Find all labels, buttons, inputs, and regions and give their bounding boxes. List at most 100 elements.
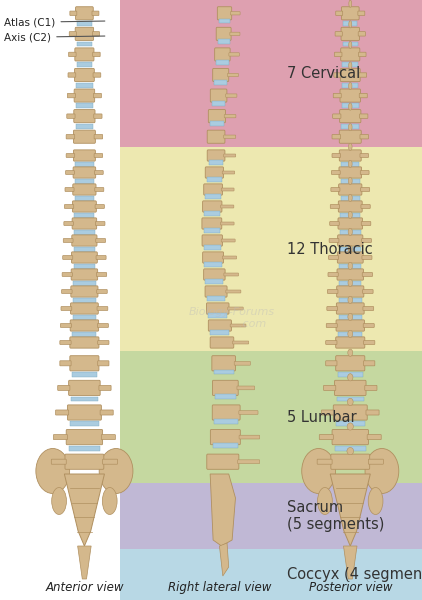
FancyBboxPatch shape: [332, 430, 368, 445]
Polygon shape: [210, 474, 235, 546]
FancyBboxPatch shape: [341, 48, 360, 61]
FancyBboxPatch shape: [359, 73, 367, 77]
Ellipse shape: [348, 330, 353, 337]
FancyBboxPatch shape: [359, 94, 367, 98]
FancyBboxPatch shape: [326, 341, 337, 344]
Bar: [342, 103, 359, 108]
FancyBboxPatch shape: [217, 7, 232, 20]
Ellipse shape: [349, 0, 352, 7]
FancyBboxPatch shape: [338, 184, 362, 195]
FancyBboxPatch shape: [76, 7, 93, 20]
FancyBboxPatch shape: [203, 252, 224, 263]
FancyBboxPatch shape: [363, 307, 373, 310]
Bar: [338, 332, 362, 337]
Ellipse shape: [52, 487, 67, 515]
FancyBboxPatch shape: [361, 188, 370, 191]
Text: Axis (C2): Axis (C2): [4, 32, 105, 42]
Polygon shape: [65, 474, 105, 546]
FancyBboxPatch shape: [324, 385, 336, 391]
FancyBboxPatch shape: [365, 385, 377, 391]
Bar: [218, 39, 230, 44]
FancyBboxPatch shape: [68, 405, 101, 420]
Bar: [336, 421, 365, 426]
FancyBboxPatch shape: [207, 130, 225, 143]
FancyBboxPatch shape: [66, 154, 75, 157]
FancyBboxPatch shape: [212, 405, 240, 420]
Bar: [207, 177, 222, 182]
Bar: [69, 446, 100, 451]
FancyBboxPatch shape: [335, 52, 342, 56]
Bar: [214, 419, 238, 424]
FancyBboxPatch shape: [331, 170, 340, 175]
Bar: [206, 279, 223, 284]
FancyBboxPatch shape: [60, 341, 71, 344]
FancyBboxPatch shape: [97, 290, 107, 293]
Ellipse shape: [349, 143, 352, 151]
Bar: [120, 483, 422, 549]
Bar: [214, 394, 236, 399]
FancyBboxPatch shape: [237, 386, 254, 390]
Bar: [339, 265, 361, 269]
FancyBboxPatch shape: [233, 341, 249, 344]
FancyBboxPatch shape: [93, 73, 101, 77]
Ellipse shape: [349, 21, 352, 28]
Ellipse shape: [348, 313, 353, 320]
Bar: [343, 41, 358, 46]
FancyBboxPatch shape: [337, 286, 364, 297]
FancyBboxPatch shape: [364, 341, 375, 344]
FancyBboxPatch shape: [211, 430, 241, 445]
Bar: [214, 80, 227, 85]
FancyBboxPatch shape: [224, 154, 236, 157]
FancyBboxPatch shape: [224, 115, 236, 118]
FancyBboxPatch shape: [68, 73, 76, 77]
FancyBboxPatch shape: [95, 170, 103, 175]
FancyBboxPatch shape: [335, 32, 342, 36]
FancyBboxPatch shape: [367, 434, 381, 440]
FancyBboxPatch shape: [222, 171, 235, 174]
Bar: [73, 265, 95, 269]
FancyBboxPatch shape: [74, 89, 95, 102]
Bar: [216, 60, 229, 65]
FancyBboxPatch shape: [97, 323, 108, 328]
Text: 5 Lumbar: 5 Lumbar: [287, 409, 357, 425]
FancyBboxPatch shape: [70, 337, 99, 348]
FancyBboxPatch shape: [72, 218, 97, 229]
FancyBboxPatch shape: [366, 410, 379, 415]
Bar: [340, 214, 360, 218]
Ellipse shape: [347, 423, 353, 430]
Ellipse shape: [347, 448, 354, 455]
Bar: [76, 124, 93, 128]
Ellipse shape: [349, 160, 352, 167]
FancyBboxPatch shape: [330, 205, 340, 208]
FancyBboxPatch shape: [208, 320, 231, 331]
FancyBboxPatch shape: [361, 205, 370, 208]
Bar: [204, 228, 220, 233]
Ellipse shape: [349, 41, 352, 49]
FancyBboxPatch shape: [73, 130, 95, 143]
FancyBboxPatch shape: [69, 52, 76, 56]
FancyBboxPatch shape: [73, 201, 96, 212]
FancyBboxPatch shape: [60, 323, 71, 328]
Text: Anterior view: Anterior view: [45, 581, 124, 594]
FancyBboxPatch shape: [98, 361, 109, 366]
Bar: [77, 41, 92, 46]
Text: Coccyx (4 segments): Coccyx (4 segments): [287, 567, 422, 582]
FancyBboxPatch shape: [99, 385, 111, 391]
Bar: [339, 298, 362, 303]
FancyBboxPatch shape: [73, 184, 96, 195]
Text: 7 Cervical: 7 Cervical: [287, 66, 360, 81]
FancyBboxPatch shape: [319, 434, 333, 440]
Bar: [343, 21, 357, 26]
FancyBboxPatch shape: [71, 286, 98, 297]
FancyBboxPatch shape: [229, 53, 239, 56]
FancyBboxPatch shape: [64, 221, 73, 226]
FancyBboxPatch shape: [75, 28, 94, 40]
FancyBboxPatch shape: [358, 11, 365, 16]
FancyBboxPatch shape: [331, 188, 340, 191]
Ellipse shape: [348, 374, 353, 381]
Bar: [342, 62, 358, 67]
Ellipse shape: [302, 449, 335, 493]
FancyBboxPatch shape: [329, 239, 339, 242]
FancyBboxPatch shape: [221, 222, 234, 225]
FancyBboxPatch shape: [221, 188, 234, 191]
